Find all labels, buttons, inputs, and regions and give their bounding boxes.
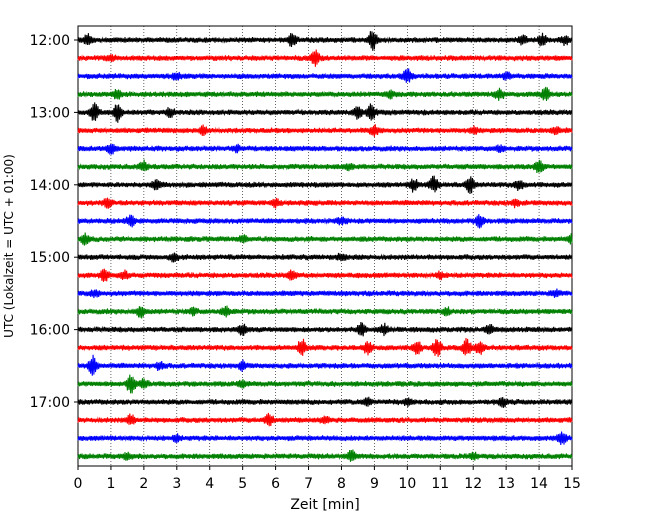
y-tick-label: 13:00: [30, 105, 70, 121]
x-tick-label: 3: [172, 476, 181, 492]
x-tick-label: 4: [205, 476, 214, 492]
trace-1500: [77, 252, 573, 263]
x-tick-label: 2: [139, 476, 148, 492]
trace-1345: [77, 159, 573, 174]
y-tick-label: 14:00: [30, 178, 70, 194]
trace-1200: [77, 31, 573, 51]
trace-1530: [77, 288, 573, 299]
y-axis-ticks: 12:00 13:00 14:00 15:00 16:00 17:00: [30, 33, 78, 411]
trace-1645: [77, 374, 573, 394]
vertical-gridlines: [110, 26, 540, 466]
y-tick-label: 15:00: [30, 250, 70, 266]
trace-1230: [77, 68, 573, 83]
x-tick-label: 12: [464, 476, 482, 492]
trace-1700: [77, 396, 573, 408]
trace-1745: [77, 449, 573, 462]
y-tick-label: 16:00: [30, 323, 70, 339]
trace-1600: [77, 321, 573, 337]
trace-1430: [77, 214, 573, 229]
x-tick-label: 10: [398, 476, 416, 492]
seismogram-traces: [77, 31, 573, 462]
x-axis-label: Zeit [min]: [290, 497, 359, 513]
trace-1415: [77, 197, 573, 209]
x-tick-label: 8: [337, 476, 346, 492]
trace-1245: [77, 86, 573, 102]
x-tick-label: 6: [271, 476, 280, 492]
trace-1300: [77, 102, 573, 123]
trace-1545: [77, 305, 573, 319]
x-tick-label: 14: [530, 476, 548, 492]
x-tick-label: 13: [497, 476, 515, 492]
x-tick-label: 15: [563, 476, 581, 492]
x-axis-ticks: 0 1 2 3 4 5 6 7 8 9 10 11 12 13 14 15: [74, 466, 581, 492]
x-tick-label: 0: [74, 476, 83, 492]
trace-1400: [77, 175, 573, 195]
x-tick-label: 7: [304, 476, 313, 492]
trace-1445: [77, 232, 573, 246]
y-tick-label: 17:00: [30, 395, 70, 411]
x-tick-label: 11: [431, 476, 449, 492]
trace-1715: [77, 412, 573, 427]
trace-1730: [77, 431, 573, 446]
x-tick-label: 1: [106, 476, 115, 492]
trace-1630: [77, 354, 573, 376]
x-tick-label: 9: [370, 476, 379, 492]
trace-1330: [77, 143, 573, 155]
plot-frame: [77, 25, 573, 467]
trace-1215: [77, 49, 573, 67]
trace-1515: [77, 268, 573, 282]
x-tick-label: 5: [238, 476, 247, 492]
y-tick-label: 12:00: [30, 33, 70, 49]
trace-1315: [77, 124, 573, 138]
y-axis-label: UTC (Lokalzeit = UTC + 01:00): [2, 154, 16, 338]
trace-1615: [77, 337, 573, 357]
